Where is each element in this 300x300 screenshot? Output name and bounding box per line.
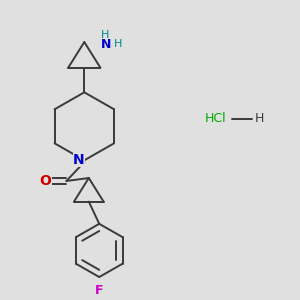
Text: O: O bbox=[40, 174, 51, 188]
Text: H: H bbox=[254, 112, 264, 125]
Text: H: H bbox=[114, 39, 122, 50]
Text: N: N bbox=[73, 153, 85, 167]
Text: H: H bbox=[101, 30, 109, 40]
Text: HCl: HCl bbox=[205, 112, 226, 125]
Text: N: N bbox=[101, 38, 111, 51]
Text: F: F bbox=[95, 284, 103, 296]
